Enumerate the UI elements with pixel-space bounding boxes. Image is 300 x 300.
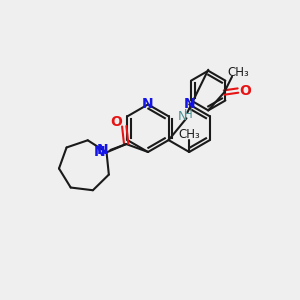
Text: O: O [239, 84, 251, 98]
Text: N: N [97, 143, 108, 157]
Text: CH₃: CH₃ [227, 66, 249, 79]
Text: H: H [184, 108, 193, 121]
Text: N: N [183, 98, 195, 111]
Text: N: N [178, 110, 187, 123]
Text: O: O [110, 115, 122, 129]
Text: N: N [142, 98, 154, 111]
Text: N: N [94, 146, 105, 159]
Text: CH₃: CH₃ [178, 128, 200, 141]
